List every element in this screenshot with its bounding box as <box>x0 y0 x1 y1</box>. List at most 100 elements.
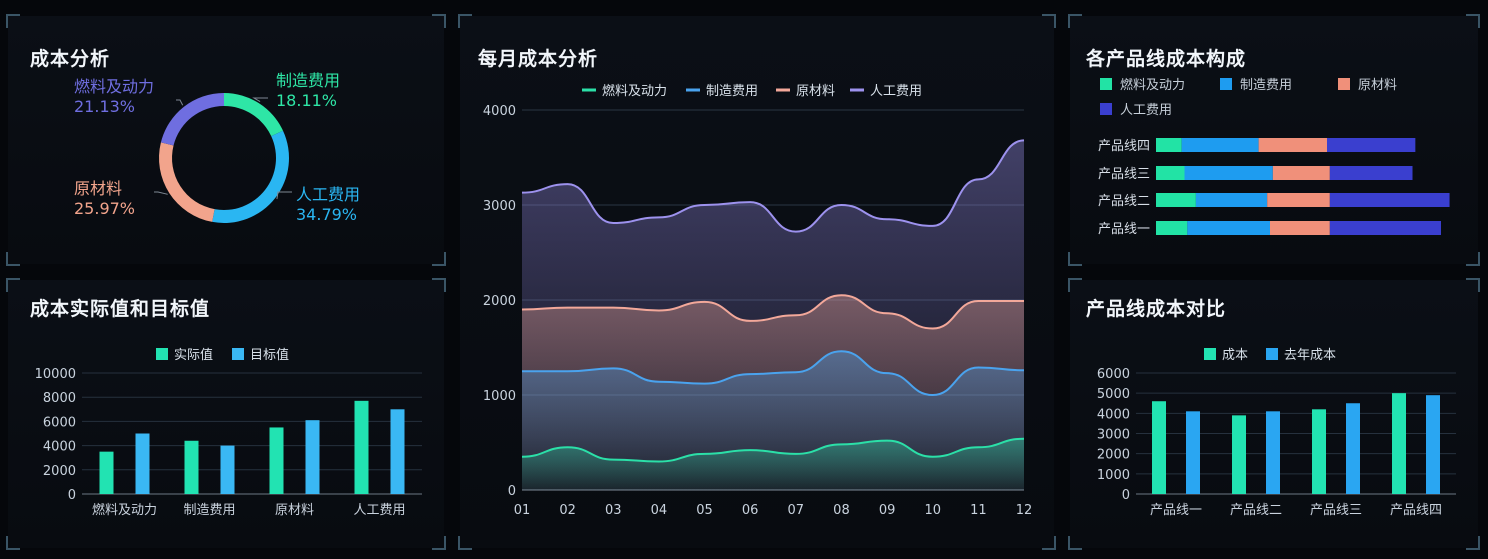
legend-label: 目标值 <box>250 347 289 363</box>
bar <box>269 427 284 494</box>
y-tick-label: 0 <box>68 488 76 503</box>
stacked-bar-segment <box>1156 221 1188 235</box>
donut-leader-line <box>154 191 168 195</box>
actual-target-bar-chart: 0 2000 4000 6000 8000 10000 燃料及动力 制造费用 原材料 人工费用 实际… <box>35 347 422 518</box>
line-compare-bar-chart: 0 1000 2000 3000 4000 5000 6000 产品线一 产品线二 产品线三 产品线… <box>1097 348 1456 518</box>
category-label: 产品线一 <box>1098 222 1150 237</box>
y-tick-label: 4000 <box>1097 407 1130 422</box>
bar <box>1426 395 1440 494</box>
donut-leader-line <box>176 99 184 106</box>
x-tick-label: 08 <box>833 503 850 518</box>
x-tick-label: 06 <box>742 503 759 518</box>
legend-label: 实际值 <box>174 347 213 363</box>
y-tick-label: 8000 <box>43 391 76 406</box>
y-tick-label: 1000 <box>1097 468 1130 483</box>
donut-label: 燃料及动力 <box>74 77 154 96</box>
x-tick-label: 产品线三 <box>1310 503 1362 518</box>
y-tick-label: 2000 <box>43 464 76 479</box>
actual-target-panel: 成本实际值和目标值 0 2000 4000 6000 8000 10000 燃料及动力 制造费… <box>6 278 446 550</box>
series-line <box>521 294 1024 330</box>
donut-leader-line <box>252 97 268 102</box>
y-tick-label: 3000 <box>1097 428 1130 443</box>
legend-label: 制造费用 <box>1240 78 1292 93</box>
corner-decoration <box>1466 14 1480 28</box>
legend-label: 原材料 <box>796 84 835 99</box>
bar <box>1232 415 1246 494</box>
panel-title: 产品线成本对比 <box>1086 298 1227 320</box>
panel-title: 成本分析 <box>30 48 111 70</box>
x-tick-label: 10 <box>924 503 941 518</box>
donut-label: 制造费用 <box>276 71 340 90</box>
legend-swatch <box>1338 78 1350 90</box>
y-tick-label: 0 <box>1122 488 1130 503</box>
legend-label: 人工费用 <box>870 84 922 99</box>
x-tick-label: 燃料及动力 <box>92 502 157 518</box>
corner-decoration <box>6 278 20 292</box>
donut-leader-line <box>276 191 292 200</box>
corner-decoration <box>1068 278 1082 292</box>
corner-decoration <box>458 14 472 28</box>
x-tick-label: 01 <box>514 503 531 518</box>
corner-decoration <box>1466 278 1480 292</box>
corner-decoration <box>1042 14 1056 28</box>
stacked-bar-segment <box>1329 221 1441 235</box>
legend-label: 成本 <box>1222 348 1248 363</box>
y-tick-label: 6000 <box>1097 367 1130 382</box>
x-tick-label: 07 <box>788 503 805 518</box>
y-tick-label: 3000 <box>483 199 516 214</box>
corner-decoration <box>432 252 446 266</box>
legend-swatch <box>1100 78 1112 90</box>
bar <box>390 409 405 494</box>
cost-analysis-panel: 成本分析 制造费用 18.11% 人工费用 34.79% 原材料 25.97% 燃料及动力 2… <box>6 14 446 266</box>
legend-swatch <box>156 348 168 360</box>
stacked-bar-segment <box>1327 138 1416 152</box>
stacked-bar-segment <box>1267 193 1330 207</box>
stacked-bar-segment <box>1329 193 1450 207</box>
stacked-bar-segment <box>1195 193 1268 207</box>
panel-title: 各产品线成本构成 <box>1086 48 1247 70</box>
monthly-area-chart: 0 1000 2000 3000 4000 01 02 03 04 05 06 07 08 09 10 11 1… <box>483 83 1032 518</box>
line-compare-panel: 产品线成本对比 0 1000 2000 3000 4000 5000 6000 产品线一 产品线… <box>1068 278 1480 550</box>
legend-swatch <box>1204 348 1216 360</box>
corner-decoration <box>1068 14 1082 28</box>
donut-percent: 25.97% <box>74 199 135 218</box>
stacked-bar-segment <box>1187 221 1270 235</box>
stacked-bar-segment <box>1184 166 1273 180</box>
y-tick-label: 0 <box>508 484 516 499</box>
y-tick-label: 4000 <box>483 104 516 119</box>
x-tick-label: 产品线二 <box>1230 503 1282 518</box>
legend-label: 原材料 <box>1358 78 1397 93</box>
x-tick-label: 04 <box>651 503 668 518</box>
donut-percent: 18.11% <box>276 91 337 110</box>
stacked-bar-segment <box>1156 166 1185 180</box>
corner-decoration <box>6 252 20 266</box>
stacked-bar-segment <box>1258 138 1327 152</box>
panel-title: 每月成本分析 <box>478 48 599 70</box>
bar <box>184 440 199 494</box>
x-tick-label: 原材料 <box>275 503 314 518</box>
donut-percent: 21.13% <box>74 97 135 116</box>
donut-label: 人工费用 <box>296 185 360 204</box>
corner-decoration <box>432 14 446 28</box>
legend-swatch <box>1100 103 1112 115</box>
bar <box>135 433 150 494</box>
bar <box>99 451 114 494</box>
category-label: 产品线三 <box>1098 167 1150 182</box>
donut-slice <box>224 93 284 137</box>
series-line <box>521 139 1025 233</box>
bar <box>1392 393 1406 494</box>
stacked-bar-segment <box>1270 221 1330 235</box>
stacked-bar-segment <box>1156 193 1196 207</box>
legend-label: 燃料及动力 <box>602 83 667 99</box>
legend-label: 去年成本 <box>1284 348 1336 363</box>
corner-decoration <box>6 14 20 28</box>
y-tick-label: 2000 <box>483 294 516 309</box>
donut-slice <box>160 93 224 146</box>
legend-label: 人工费用 <box>1120 103 1172 118</box>
donut-percent: 34.79% <box>296 205 357 224</box>
x-tick-label: 制造费用 <box>183 503 235 518</box>
corner-decoration <box>1466 252 1480 266</box>
corner-decoration <box>458 536 472 550</box>
stacked-bar-segment <box>1329 166 1413 180</box>
